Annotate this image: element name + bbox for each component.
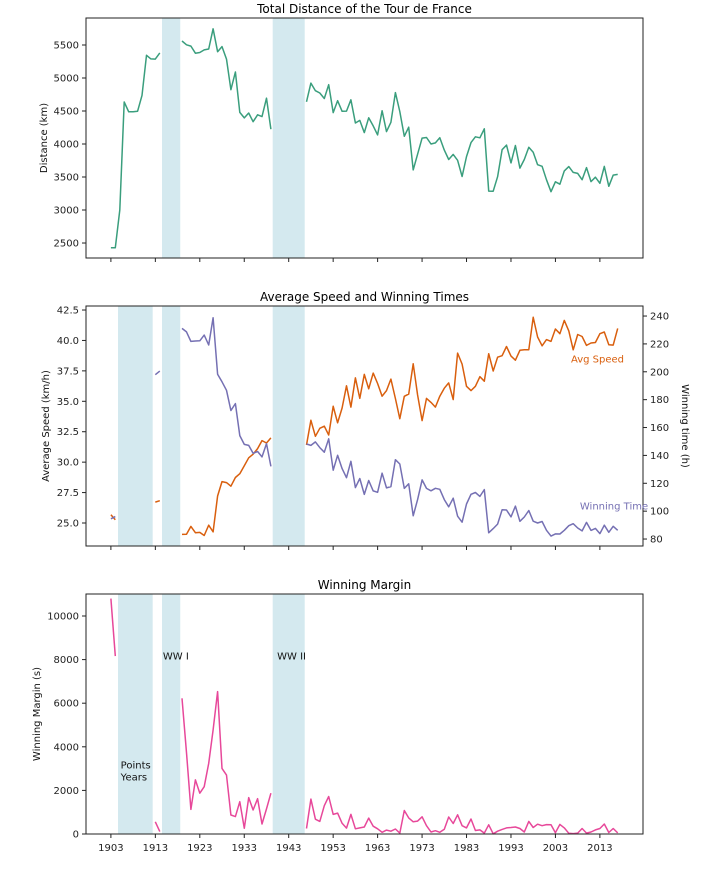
y-right-tick-label: 140 (650, 451, 669, 462)
y-right-tick-label: 80 (650, 535, 663, 546)
series-line-winning-time-segment-0 (110, 515, 116, 520)
shaded-span-ww2 (272, 306, 305, 546)
y-axis-label-right: Winning time (h) (679, 384, 690, 468)
x-tick-label: 2003 (543, 843, 568, 854)
y-tick-label: 5500 (54, 40, 79, 51)
series-line-winning-time-segment-2 (181, 317, 272, 467)
x-tick-label: 1993 (498, 843, 523, 854)
y-tick-label: 2000 (54, 786, 79, 797)
margin-panel: 1903 1913 1923 1933 1943 1953 1963 1973 1983 1993… (32, 578, 644, 854)
y-right-tick-label: 220 (650, 339, 669, 350)
series-line-avg-speed-segment-1 (155, 499, 161, 503)
shaded-span-ww1 (162, 594, 181, 834)
y-tick-label: 27.5 (57, 488, 79, 499)
axes-frame (85, 305, 644, 547)
chart-title: Average Speed and Winning Times (260, 290, 469, 304)
x-tick-label: 1903 (98, 843, 123, 854)
axes-frame (85, 17, 644, 259)
series-line-distance-segment-0 (110, 52, 161, 249)
annotation-ww-ii: WW II (277, 652, 306, 663)
annotation-line2: Years (120, 773, 147, 784)
y-tick-label: 3500 (54, 173, 79, 184)
chart-title: Winning Margin (318, 578, 412, 592)
y-tick-label: 4000 (54, 140, 79, 151)
distance-panel: 2500 3000 3500 4000 4500 5000 5500 Total Distan… (39, 2, 644, 262)
x-tick-label: 1943 (276, 843, 301, 854)
series-line-winning-margin-segment-2 (181, 690, 272, 830)
y-tick-label: 32.5 (57, 427, 79, 438)
axes-frame (85, 593, 644, 835)
series-line-winning-margin-segment-3 (305, 795, 619, 835)
shaded-span-ww2 (272, 18, 305, 258)
y-tick-label: 25.0 (57, 518, 79, 529)
y-right-tick-label: 240 (650, 312, 669, 323)
series-line-avg-speed-segment-3 (305, 316, 619, 446)
y-tick-label: 2500 (54, 239, 79, 250)
y-tick-label: 4000 (54, 742, 79, 753)
series-line-winning-margin-segment-1 (154, 821, 161, 832)
x-tick-label: 1923 (187, 843, 212, 854)
y-tick-label: 3000 (54, 206, 79, 217)
y-axis-label: Average Speed (km/h) (41, 370, 52, 482)
speed-time-panel: 25.0 27.5 30.0 32.5 35.0 37.5 40.0 42.5 80 100 120… (41, 290, 690, 550)
y-tick-label: 40.0 (57, 336, 79, 347)
shaded-span-points (118, 306, 153, 546)
x-tick-label: 1963 (365, 843, 390, 854)
x-tick-label: 1983 (454, 843, 479, 854)
y-right-tick-label: 160 (650, 423, 669, 434)
y-tick-label: 42.5 (57, 306, 79, 317)
y-right-tick-label: 180 (650, 395, 669, 406)
y-right-tick-label: 200 (650, 367, 669, 378)
shaded-span-points (118, 594, 153, 834)
series-line-distance-segment-2 (305, 82, 618, 193)
y-tick-label: 10000 (47, 611, 79, 622)
x-tick-label: 1973 (409, 843, 434, 854)
y-tick-label: 37.5 (57, 366, 79, 377)
y-axis-label: Winning Margin (s) (32, 667, 43, 761)
y-right-tick-label: 100 (650, 507, 669, 518)
x-tick-label: 1913 (143, 843, 168, 854)
y-tick-label: 0 (73, 830, 79, 841)
x-tick-label: 1953 (320, 843, 345, 854)
y-tick-label: 6000 (54, 699, 79, 710)
series-line-avg-speed-segment-2 (181, 437, 272, 537)
chart-title: Total Distance of the Tour de France (256, 2, 472, 16)
series-line-winning-time-segment-1 (154, 370, 161, 376)
y-tick-label: 8000 (54, 655, 79, 666)
x-tick-label: 2013 (587, 843, 612, 854)
y-tick-label: 4500 (54, 107, 79, 118)
y-right-tick-label: 120 (650, 479, 669, 490)
annotation-ww-i: WW I (163, 652, 189, 663)
annotation-winning-time: Winning Time (580, 502, 648, 513)
series-line-winning-margin-segment-0 (110, 598, 117, 657)
series-line-distance-segment-1 (181, 28, 272, 130)
annotation-avg-speed: Avg Speed (571, 354, 624, 365)
y-axis-label: Distance (km) (39, 103, 50, 173)
shaded-span-ww1 (162, 306, 181, 546)
x-tick-label: 1933 (232, 843, 257, 854)
y-tick-label: 30.0 (57, 458, 79, 469)
shaded-span-ww2 (272, 594, 305, 834)
y-tick-label: 5000 (54, 74, 79, 85)
series-line-winning-time-segment-3 (306, 438, 619, 537)
shaded-span-ww1 (162, 18, 181, 258)
y-tick-label: 35.0 (57, 397, 79, 408)
annotation-points: Points (121, 761, 151, 772)
